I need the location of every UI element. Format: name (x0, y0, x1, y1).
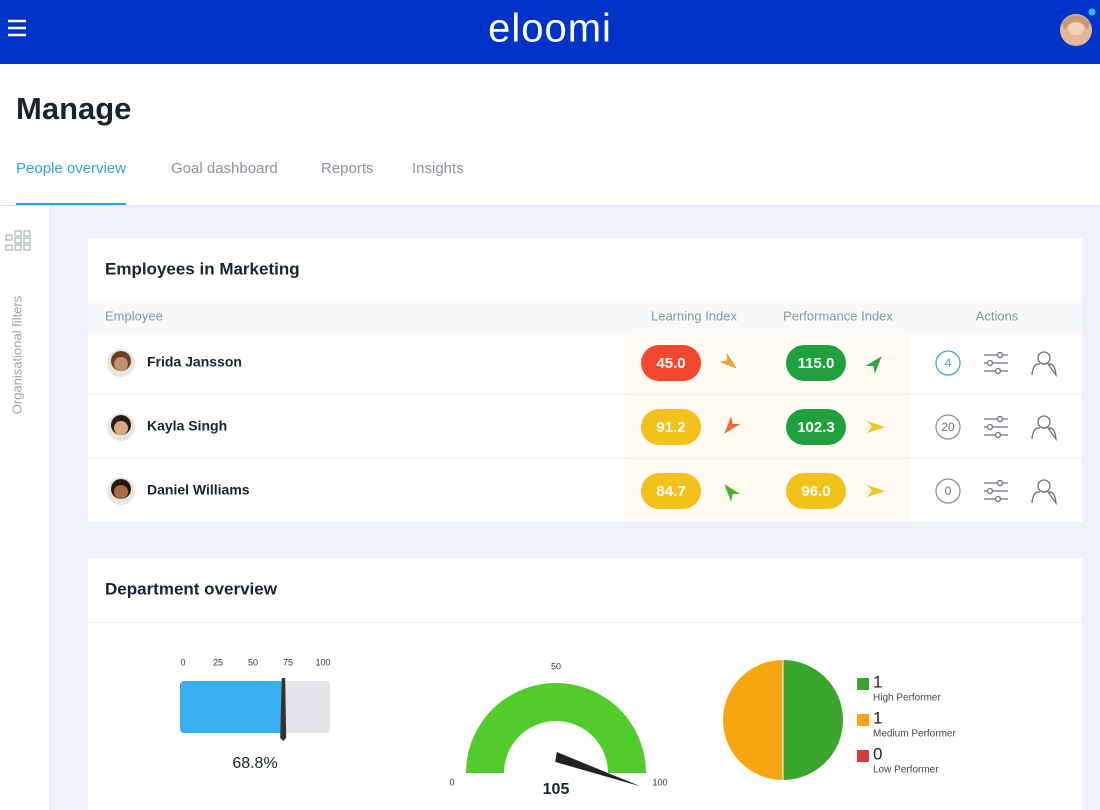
profile-head (1037, 479, 1051, 493)
settings-button[interactable] (984, 479, 1008, 503)
employee-name[interactable]: Kayla Singh (147, 418, 227, 434)
profile-button[interactable] (1031, 351, 1057, 378)
slider-knob (994, 495, 1002, 503)
avatar-face (114, 357, 128, 371)
org-filter-icon[interactable] (5, 230, 31, 251)
index-pill (641, 409, 701, 445)
bar-tick-label: 100 (315, 657, 330, 667)
active-tab-indicator (16, 203, 127, 206)
avatar-face (114, 485, 128, 499)
slider-knob (996, 351, 1004, 359)
column-header: Performance Index (783, 308, 893, 323)
index-pill (786, 345, 846, 381)
table-header (88, 300, 1082, 333)
profile-button[interactable] (1031, 479, 1057, 506)
slider-knob (994, 367, 1002, 375)
logo: eloomi (488, 7, 612, 51)
bar-needle (280, 678, 287, 741)
profile-head (1037, 351, 1051, 365)
count-badge[interactable] (935, 350, 961, 376)
gauge-tick-label: 100 (652, 777, 667, 787)
profile-body (1031, 491, 1057, 506)
sidebar-label[interactable]: Organisational filters (9, 295, 24, 414)
top-bar (0, 0, 1100, 64)
legend-value: 1 (873, 672, 882, 691)
index-pill (641, 345, 701, 381)
legend-swatch (857, 678, 869, 690)
profile-body (1031, 363, 1057, 378)
pie-slice (723, 660, 783, 780)
legend-swatch (857, 714, 869, 726)
tab[interactable]: People overview (16, 160, 126, 177)
card-title: Employees in Marketing (105, 259, 300, 278)
pie-slice (783, 660, 843, 780)
employee-name[interactable]: Daniel Williams (147, 482, 250, 498)
tab[interactable]: Reports (321, 160, 374, 177)
index-value: 91.2 (656, 419, 685, 436)
tab[interactable]: Insights (412, 160, 464, 177)
legend-label: Low Performer (873, 765, 939, 776)
slider-knob (996, 415, 1004, 423)
trend-arrow (867, 421, 885, 433)
user-avatar[interactable] (1060, 8, 1096, 47)
avatar-face (114, 421, 128, 435)
settings-button[interactable] (984, 415, 1008, 439)
column-header: Employee (105, 308, 163, 323)
page-title: Manage (16, 91, 131, 126)
count-value: 0 (945, 484, 952, 498)
index-value: 115.0 (798, 355, 835, 372)
profile-button[interactable] (1031, 415, 1057, 442)
gauge-tick-label: 0 (449, 777, 454, 787)
employee-name[interactable]: Frida Jansson (147, 354, 242, 370)
index-pill (641, 473, 701, 509)
legend-value: 0 (873, 744, 882, 763)
count-value: 20 (941, 420, 955, 434)
legend-label: Medium Performer (873, 729, 956, 740)
index-value: 84.7 (656, 483, 685, 500)
slider-knob (986, 359, 994, 367)
index-value: 96.0 (801, 483, 830, 500)
index-pill (786, 409, 846, 445)
bar-tick-label: 50 (248, 657, 258, 667)
trend-arrow (724, 484, 741, 502)
legend-label: High Performer (873, 693, 941, 704)
index-value: 102.3 (797, 419, 835, 436)
tab[interactable]: Goal dashboard (171, 160, 278, 177)
gauge-value-label: 105 (543, 781, 570, 798)
bar-value-label: 68.8% (232, 755, 277, 772)
card-title: Department overview (105, 579, 278, 598)
column-header: Learning Index (651, 308, 738, 323)
index-value: 45.0 (656, 355, 685, 372)
legend-value: 1 (873, 708, 882, 727)
column-header: Actions (976, 308, 1019, 323)
trend-arrow (724, 416, 741, 434)
count-badge[interactable] (935, 478, 961, 504)
trend-arrow (719, 352, 737, 369)
slider-knob (994, 431, 1002, 439)
count-value: 4 (945, 356, 952, 370)
profile-head (1037, 415, 1051, 429)
employees-card (88, 238, 1082, 522)
slider-knob (986, 423, 994, 431)
index-pill (786, 473, 846, 509)
menu-button[interactable] (8, 19, 26, 37)
gauge-needle (555, 752, 641, 787)
trend-arrow (867, 485, 885, 497)
bar-tick-label: 0 (180, 657, 185, 667)
settings-button[interactable] (984, 351, 1008, 375)
slider-knob (986, 487, 994, 495)
slider-knob (996, 479, 1004, 487)
legend-swatch (857, 750, 869, 762)
gauge-arc (466, 683, 646, 773)
bar-fill (180, 681, 284, 733)
trend-arrow (865, 356, 882, 374)
gauge-tick-label: 50 (551, 661, 561, 671)
profile-body (1031, 427, 1057, 442)
bar-tick-label: 75 (283, 657, 293, 667)
bar-tick-label: 25 (213, 657, 223, 667)
count-badge[interactable] (935, 414, 961, 440)
